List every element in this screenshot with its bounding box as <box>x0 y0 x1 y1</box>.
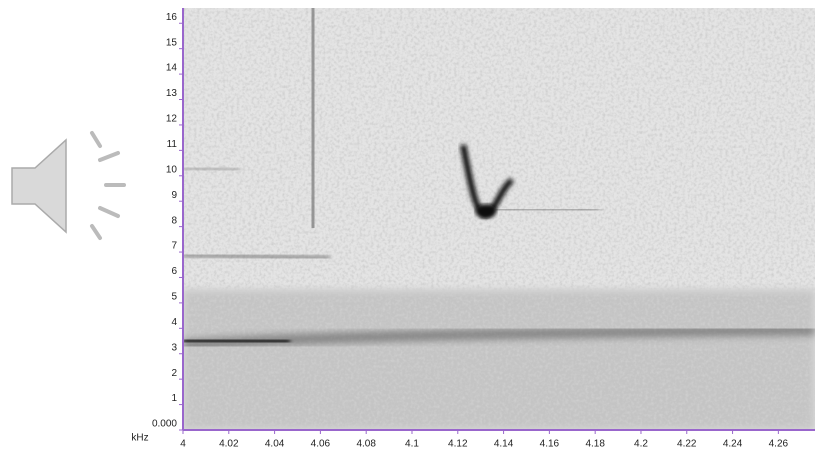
y-tick-label: 1 <box>171 393 177 404</box>
x-tick-label: 4.24 <box>723 439 743 450</box>
speaker-icon[interactable] <box>12 133 124 238</box>
y-tick-label: 3 <box>171 342 177 353</box>
x-tick-label: 4.22 <box>677 439 697 450</box>
y-tick-label: 15 <box>166 37 178 48</box>
y-tick-label: 11 <box>167 139 178 150</box>
x-tick-label: 4.06 <box>311 439 331 450</box>
spectrogram-image <box>183 8 815 430</box>
y-tick-label: 4 <box>171 317 177 328</box>
x-tick-label: 4.2 <box>634 439 648 450</box>
y-tick-label: 9 <box>171 190 177 201</box>
x-tick-label: 4.14 <box>494 439 514 450</box>
y-tick-label: 6 <box>171 266 177 277</box>
x-tick-label: 4.02 <box>219 439 239 450</box>
x-tick-label: 4.18 <box>585 439 605 450</box>
y-tick-label: 5 <box>171 292 177 303</box>
y-tick-label: 16 <box>166 12 178 23</box>
x-tick-label: 4 <box>180 439 186 450</box>
x-tick-label: 4.04 <box>265 439 285 450</box>
chart: kHz 0.0001234567891011121314151644.024.0… <box>0 0 817 453</box>
page: kHz 0.0001234567891011121314151644.024.0… <box>0 0 817 453</box>
x-tick-label: 4.12 <box>448 439 468 450</box>
y-tick-label: 12 <box>166 114 178 125</box>
y-tick-label: 2 <box>171 368 177 379</box>
y-tick-label: 10 <box>166 164 178 175</box>
y-axis-label: kHz <box>131 433 148 444</box>
x-tick-label: 4.16 <box>540 439 560 450</box>
y-tick-label: 13 <box>166 88 178 99</box>
x-tick-label: 4.26 <box>769 439 789 450</box>
x-tick-label: 4.08 <box>356 439 376 450</box>
x-tick-label: 4.1 <box>405 439 419 450</box>
y-tick-label: 0.000 <box>152 419 177 430</box>
y-tick-label: 7 <box>171 241 177 252</box>
y-tick-label: 8 <box>171 215 177 226</box>
y-tick-label: 14 <box>166 63 178 74</box>
